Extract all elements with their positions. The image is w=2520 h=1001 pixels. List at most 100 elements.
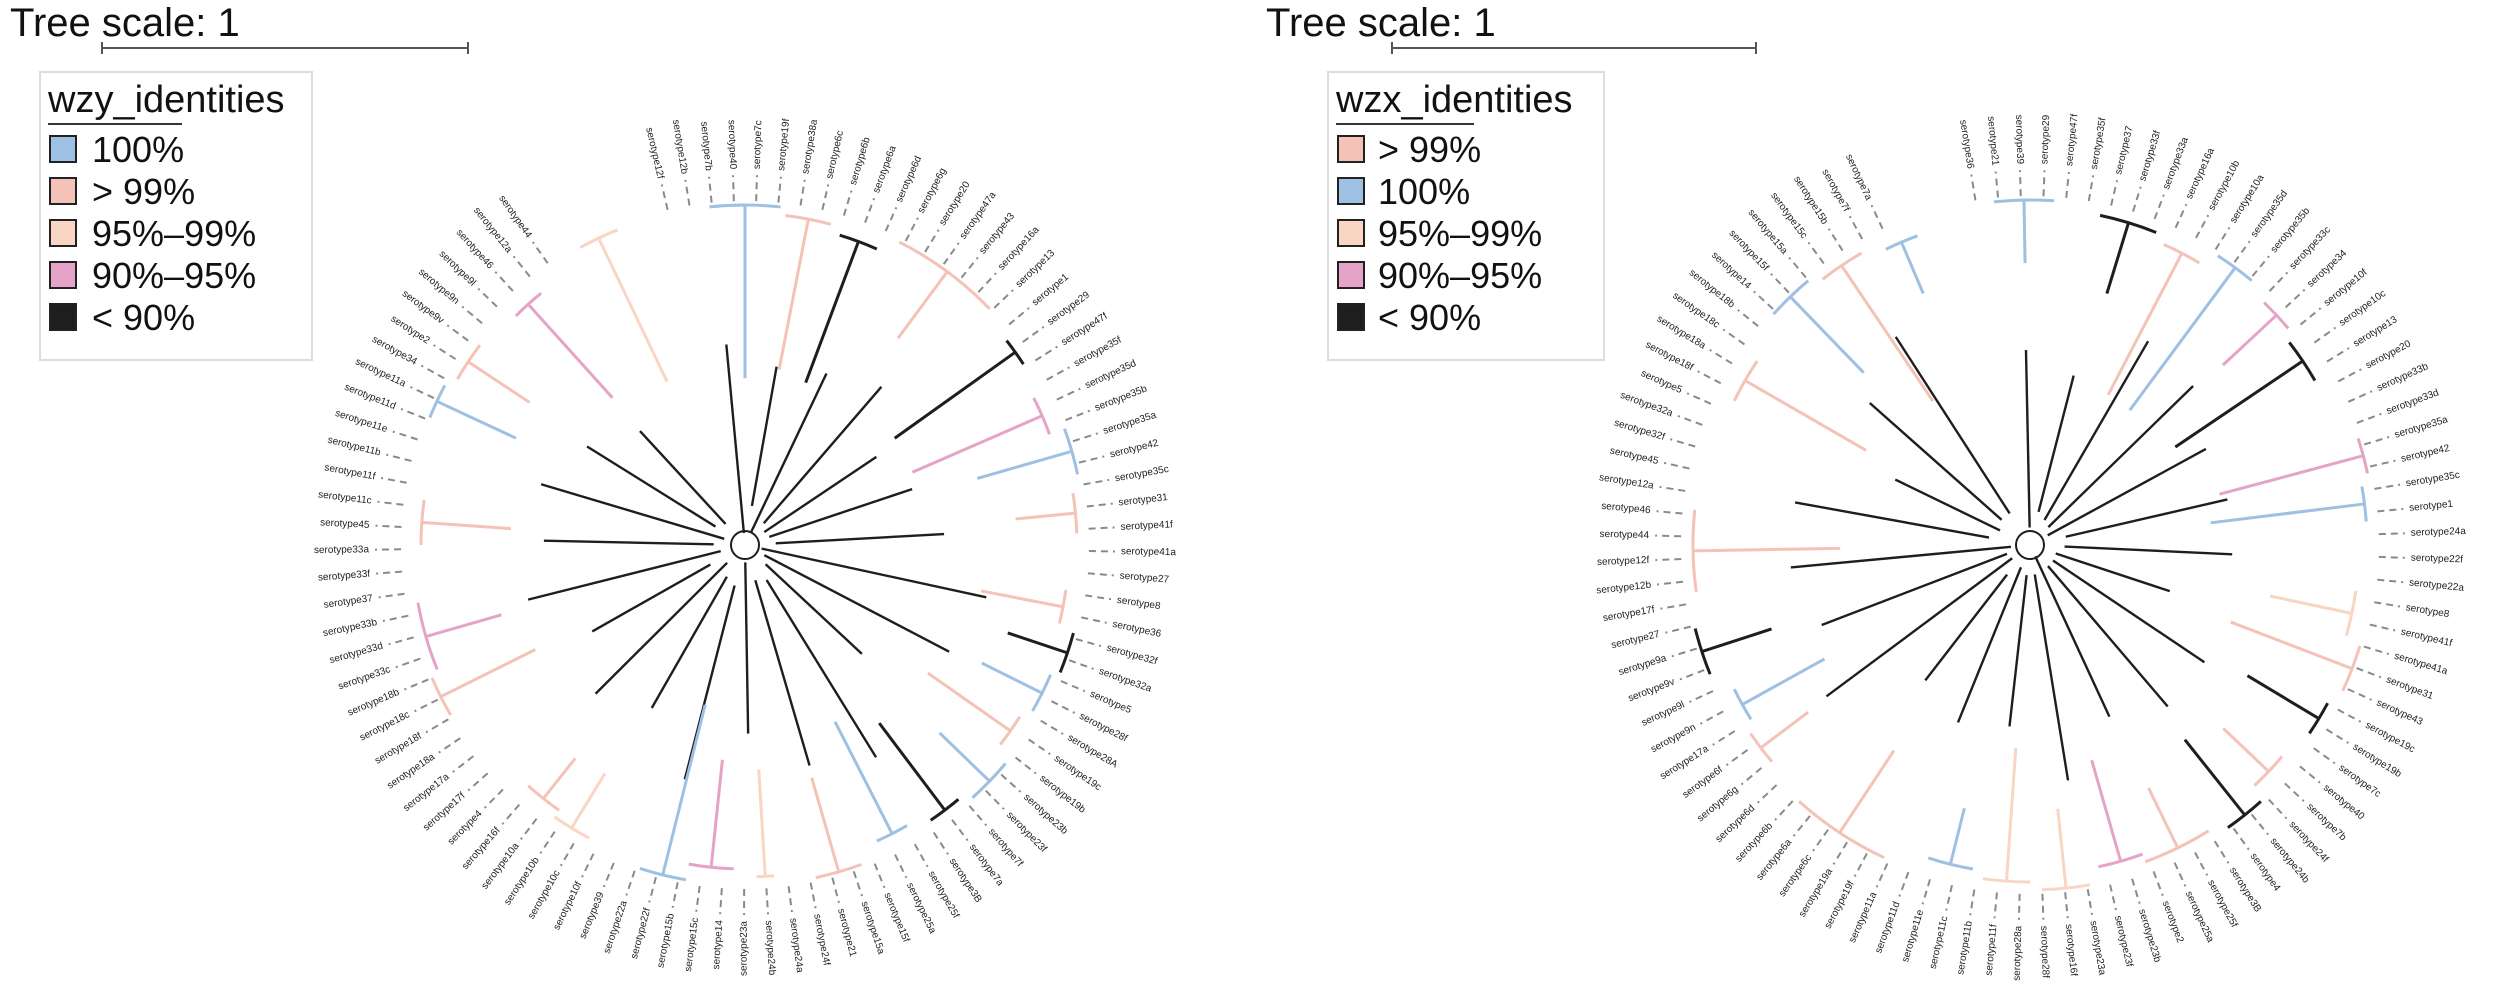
wzx-clade-arc [1885,234,1919,251]
wzy-leaf-connector [864,197,876,223]
wzy-leaf-connector [1051,700,1076,714]
wzx-legend-label-100: 100% [1378,171,1470,212]
wzx-leaf-connector [2326,347,2350,363]
wzx-clade-arc [1772,279,1810,316]
wzx-leaf-connector [1753,290,1774,310]
wzy-clade-stem [980,589,1064,609]
wzx-leaf-label: serotype29 [2039,114,2052,164]
wzx-leaf-connector [1688,690,1714,703]
wzx-clade-stem [2090,759,2123,862]
wzy-clade-stem [757,769,767,877]
wzy-leaf-connector [932,832,949,855]
wzy-leaf-connector [1087,572,1114,577]
wzy-leaf-connector [648,877,657,903]
wzy-clade-stem [810,777,841,873]
wzx-leaf-connector [2064,892,2069,919]
wzy-clade-arc [1063,428,1080,475]
wzy-clade-stem [1015,511,1076,521]
wzx-clade-stem [1838,749,1896,834]
wzy-backbone-branch [768,487,913,539]
wzy-clade-arc [898,240,991,310]
wzx-leaf-connector [1740,767,1763,786]
wzx-clade-stem [2230,620,2353,671]
wzx-clade-stem [1693,546,1841,553]
wzx-clade-arc [1691,509,1698,593]
wzx-clade-stem [2221,314,2278,367]
wzy-leaf-connector [559,842,575,867]
wzx-leaf-connector [1697,370,1722,385]
wzx-backbone-branch [1894,336,2011,515]
wzy-leaf-connector [446,324,469,342]
wzx-leaf-connector [1788,256,1807,279]
wzy-clade-stem [976,449,1073,480]
wzy-leaf-connector [787,886,793,913]
wzx-clade-stem [2174,359,2304,449]
wzx-leaf-connector [2173,862,2187,887]
wzy-legend-swatch-95-99 [49,219,77,247]
wzx-backbone-branch [2047,565,2169,708]
wzy-leaf-connector [1046,366,1070,381]
wzy-leaf-label: serotype23a [739,921,750,977]
wzy-leaf-connector [539,831,556,854]
wzx-leaf-label: serotype21 [1985,116,2001,167]
wzy-leaf-connector [1075,638,1102,648]
wzx-clade-stem [2222,727,2270,773]
wzx-clade-arc [2341,645,2362,692]
wzy-clade-stem [777,218,810,370]
wzy-leaf-connector [968,805,988,827]
wzy-clade-stem [467,360,531,404]
wzy-leaf-connector [1022,325,1045,343]
wzx-leaf-connector [2299,307,2322,326]
wzy-leaf-connector [461,305,483,324]
wzy-leaf-connector [852,871,863,897]
wzx-clade-arc [2217,254,2253,282]
wzx-leaf-connector [1656,580,1684,586]
wzx-leaf-connector [2268,798,2288,820]
wzx-leaf-connector [1686,392,1712,405]
wzy-backbone-branch [527,549,722,601]
wzy-leaf-connector [842,190,853,216]
wzx-backbone-branch [2052,559,2206,664]
wzx-clade-arc [2344,590,2358,637]
wzx-leaf-connector [2378,555,2405,559]
wzy-leaf-label: serotype19f [776,118,792,171]
wzx-legend-label-lt90: < 90% [1378,297,1481,338]
wzx-leaf-connector [2195,214,2210,239]
wzx-leaf-connector [2233,240,2251,263]
wzy-backbone-branch [762,386,883,525]
wzx-tree-scale-label: Tree scale: 1 [1266,1,1496,45]
wzy-leaf-connector [380,477,407,484]
wzy-backbone-branch [540,483,725,540]
wzx-leaf-label: serotype28a [2012,925,2025,981]
wzx-tree-backbone [1790,336,2233,781]
wzx-leaf-connector [2363,436,2390,446]
wzx-backbone-branch [1924,573,2009,682]
wzx-leaf-connector [1792,815,1811,837]
wzy-leaf-connector [755,175,758,202]
wzx-leaf-connector [2065,171,2070,198]
wzx-leaf-connector [1660,603,1687,610]
wzy-leaf-connector [1060,680,1086,693]
wzx-backbone-branch [1821,552,2008,627]
wzy-leaf-connector [695,885,701,912]
wzx-clade-arc [2356,437,2369,474]
wzx-leaf-connector [1671,647,1698,658]
wzy-leaf-connector [477,287,498,308]
wzx-leaf-connector [2041,893,2045,920]
wzx-leaf-connector [1832,841,1848,865]
wzx-backbone-branch [1790,545,2012,569]
wzy-backbone-branch [591,563,711,633]
wzy-backbone-branch [763,455,878,534]
wzx-leaf-connector [2369,459,2396,468]
wzy-leaf-connector [913,843,929,868]
wzx-leaf-label: serotype22a [2409,577,2465,593]
wzx-leaf-connector [1656,510,1683,515]
wzy-legend-label-gt99: > 99% [92,171,195,212]
wzx-leaf-connector [1659,485,1686,492]
wzy-leaf-connector [400,408,426,420]
wzx-leaf-connector [1770,273,1790,294]
wzy-clade-arc [688,862,734,871]
wzx-clade-stem [2210,502,2365,525]
wzx-leaf-connector [1945,884,1953,911]
wzx-leaf-connector [1898,871,1910,897]
